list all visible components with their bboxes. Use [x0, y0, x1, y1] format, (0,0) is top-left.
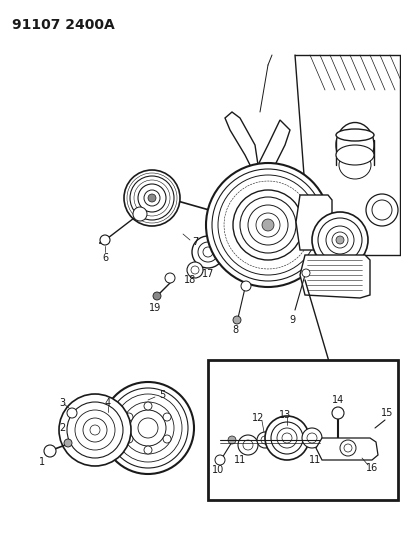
Circle shape: [331, 232, 347, 248]
Text: 9: 9: [288, 315, 294, 325]
Circle shape: [217, 175, 317, 275]
Polygon shape: [315, 438, 377, 460]
Text: 6: 6: [102, 253, 108, 263]
Circle shape: [317, 218, 361, 262]
Circle shape: [371, 200, 391, 220]
Text: 2: 2: [59, 423, 65, 433]
Text: 14: 14: [331, 395, 343, 405]
Circle shape: [122, 402, 174, 454]
Circle shape: [130, 410, 166, 446]
Ellipse shape: [338, 151, 370, 179]
Ellipse shape: [335, 129, 373, 141]
Text: 5: 5: [158, 390, 165, 400]
Circle shape: [301, 428, 321, 448]
Text: 18: 18: [183, 275, 196, 285]
Circle shape: [64, 439, 72, 447]
Text: 11: 11: [308, 455, 320, 465]
Circle shape: [163, 413, 171, 421]
Circle shape: [211, 169, 323, 281]
Circle shape: [301, 269, 309, 277]
Circle shape: [83, 418, 107, 442]
Circle shape: [242, 440, 252, 450]
Bar: [207, 360, 397, 500]
Text: 12: 12: [251, 413, 263, 423]
Circle shape: [227, 436, 235, 444]
Circle shape: [164, 273, 174, 283]
Text: 10: 10: [211, 465, 224, 475]
Circle shape: [100, 235, 110, 245]
Circle shape: [153, 292, 160, 300]
Circle shape: [260, 436, 268, 444]
Circle shape: [163, 435, 171, 443]
Circle shape: [130, 176, 174, 220]
Circle shape: [256, 432, 272, 448]
Circle shape: [241, 281, 250, 291]
Circle shape: [215, 455, 225, 465]
Polygon shape: [225, 112, 257, 175]
Circle shape: [44, 445, 56, 457]
Circle shape: [124, 170, 180, 226]
Circle shape: [205, 163, 329, 287]
Circle shape: [108, 388, 188, 468]
Circle shape: [335, 236, 343, 244]
Circle shape: [133, 207, 147, 221]
Circle shape: [237, 435, 257, 455]
Text: 3: 3: [59, 398, 65, 408]
Circle shape: [144, 446, 152, 454]
Circle shape: [114, 394, 182, 462]
Text: 13: 13: [278, 410, 290, 420]
Circle shape: [190, 266, 198, 274]
Circle shape: [148, 194, 156, 202]
Circle shape: [264, 416, 308, 460]
Text: 15: 15: [380, 408, 392, 418]
Circle shape: [203, 247, 213, 257]
Circle shape: [186, 262, 203, 278]
Circle shape: [59, 394, 131, 466]
Polygon shape: [264, 190, 299, 255]
Circle shape: [125, 435, 133, 443]
Text: 19: 19: [148, 303, 161, 313]
Text: 17: 17: [201, 269, 214, 279]
Circle shape: [90, 425, 100, 435]
Circle shape: [306, 433, 316, 443]
Circle shape: [144, 402, 152, 410]
Circle shape: [311, 212, 367, 268]
Circle shape: [192, 236, 223, 268]
Polygon shape: [299, 255, 369, 298]
Text: 4: 4: [105, 398, 111, 408]
Circle shape: [261, 219, 273, 231]
Circle shape: [343, 444, 351, 452]
Circle shape: [239, 197, 295, 253]
Circle shape: [144, 190, 160, 206]
Ellipse shape: [335, 145, 373, 165]
Circle shape: [102, 382, 194, 474]
Polygon shape: [257, 120, 289, 178]
Text: 8: 8: [231, 325, 237, 335]
Circle shape: [281, 433, 291, 443]
Circle shape: [67, 408, 77, 418]
Ellipse shape: [335, 123, 373, 167]
Circle shape: [75, 410, 115, 450]
Circle shape: [138, 418, 158, 438]
Circle shape: [325, 226, 353, 254]
Circle shape: [365, 194, 397, 226]
Circle shape: [270, 422, 302, 454]
Polygon shape: [295, 195, 331, 250]
Circle shape: [247, 205, 287, 245]
Circle shape: [339, 440, 355, 456]
Circle shape: [198, 242, 217, 262]
Text: 1: 1: [39, 457, 45, 467]
Circle shape: [138, 184, 166, 212]
Text: 91107 2400A: 91107 2400A: [12, 18, 114, 32]
Circle shape: [233, 190, 302, 260]
Circle shape: [233, 316, 241, 324]
Circle shape: [125, 413, 133, 421]
Circle shape: [331, 407, 343, 419]
Circle shape: [276, 428, 296, 448]
Text: 7: 7: [191, 237, 198, 247]
Circle shape: [67, 402, 123, 458]
Circle shape: [255, 213, 279, 237]
Text: 11: 11: [233, 455, 245, 465]
Text: 16: 16: [365, 463, 377, 473]
